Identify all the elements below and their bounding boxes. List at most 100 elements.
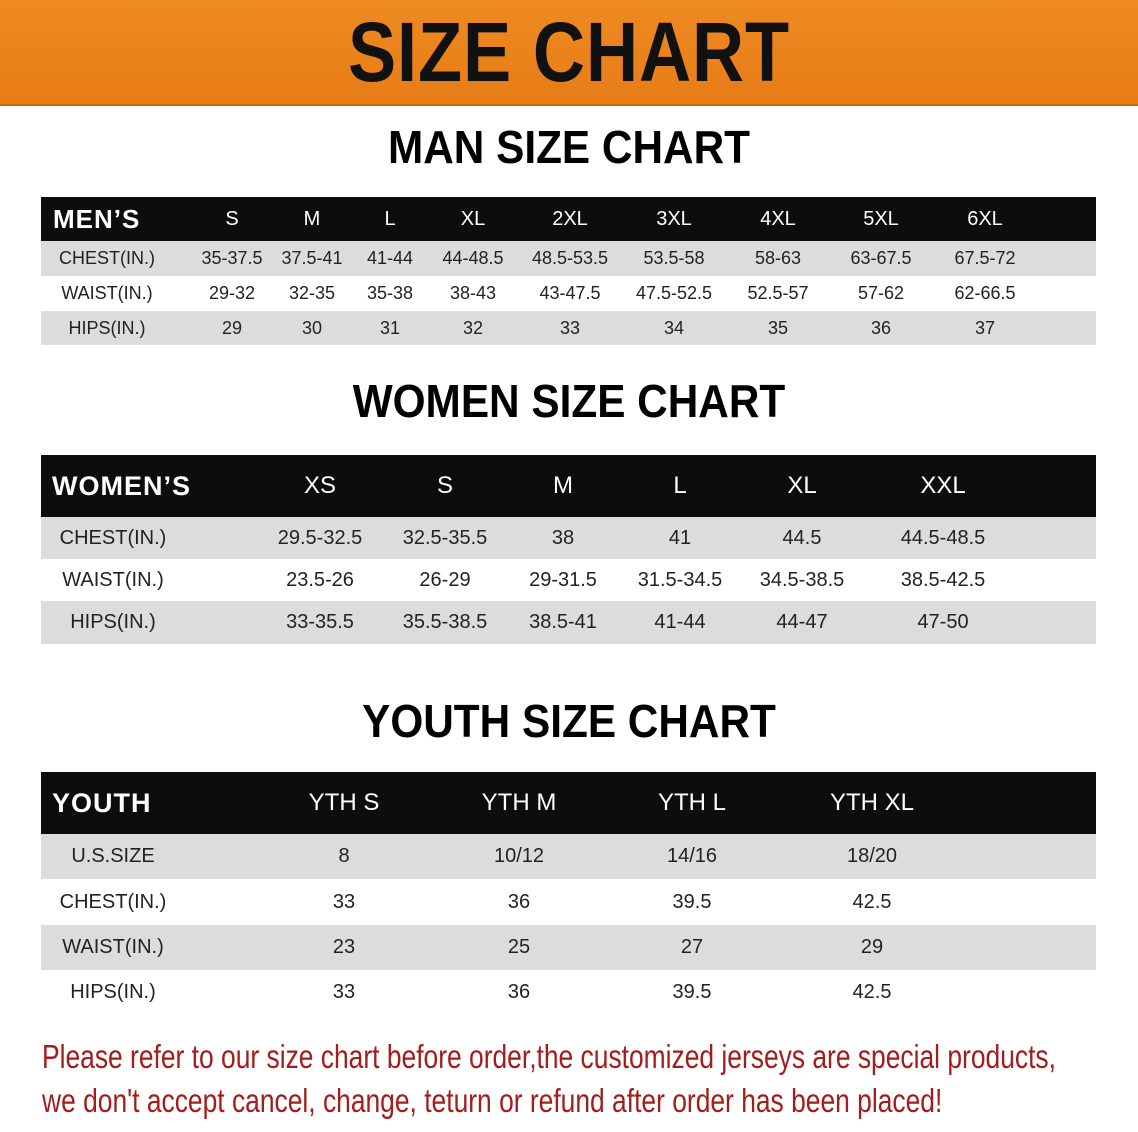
table-row: WAIST(IN.) 29-32 32-35 35-38 38-43 43-47.5 47.… — [41, 276, 1096, 311]
size-header: XL — [787, 472, 817, 499]
measurement-value: 36 — [507, 981, 531, 1003]
measurement-value: 67.5-72 — [954, 248, 1016, 268]
table-row: WAIST(IN.) 23 25 27 29 — [41, 925, 1096, 970]
size-header: XS — [303, 472, 337, 499]
size-header: 3XL — [656, 207, 692, 230]
measurement-value: 39.5 — [672, 981, 712, 1003]
measurement-value: 42.5 — [852, 890, 892, 913]
measurement-label: U.S.SIZE — [71, 845, 155, 867]
measurement-label: WAIST(IN.) — [61, 283, 153, 303]
table-row: HIPS(IN.) 33-35.5 35.5-38.5 38.5-41 41-44 44-… — [41, 601, 1096, 644]
notice-line-1: Please refer to our size chart before or… — [42, 1038, 1056, 1075]
measurement-label: HIPS(IN.) — [70, 611, 156, 633]
table-row: HIPS(IN.) 29 30 31 32 33 34 35 36 37 — [41, 311, 1096, 345]
measurement-label: CHEST(IN.) — [59, 526, 167, 549]
measurement-value: 33-35.5 — [286, 611, 354, 633]
measurement-value: 47-50 — [917, 611, 969, 633]
measurement-value: 57-62 — [857, 283, 905, 303]
size-header: YTH S — [308, 789, 380, 816]
men-section-title: MAN SIZE CHART — [387, 121, 751, 173]
measurement-value: 43-47.5 — [539, 283, 601, 303]
measurement-value: 62-66.5 — [954, 283, 1016, 303]
measurement-value: 44.5 — [782, 526, 822, 549]
measurement-value: 35-38 — [366, 283, 414, 303]
measurement-value: 41 — [668, 526, 692, 549]
measurement-value: 29 — [221, 317, 243, 338]
table-row: HIPS(IN.) 33 36 39.5 42.5 — [41, 970, 1096, 1015]
measurement-value: 25 — [507, 936, 531, 958]
measurement-label: HIPS(IN.) — [68, 317, 146, 338]
size-header: 4XL — [760, 207, 796, 230]
measurement-label: WAIST(IN.) — [62, 936, 164, 958]
measurement-value: 44-47 — [776, 611, 828, 633]
measurement-value: 47.5-52.5 — [635, 283, 713, 303]
size-header: 6XL — [967, 207, 1003, 230]
measurement-label: CHEST(IN.) — [59, 890, 167, 913]
measurement-value: 29 — [860, 936, 884, 958]
measurement-value: 41-44 — [654, 611, 706, 633]
measurement-value: 32 — [462, 317, 484, 338]
youth-header-row: YOUTH YTH S YTH M YTH L YTH XL — [41, 772, 1096, 834]
measurement-value: 10/12 — [493, 845, 545, 867]
measurement-value: 58-63 — [754, 248, 802, 268]
youth-section-title: YOUTH SIZE CHART — [362, 695, 776, 747]
measurement-value: 14/16 — [666, 845, 718, 867]
measurement-value: 32-35 — [288, 283, 336, 303]
youth-table-label: YOUTH — [52, 787, 152, 818]
measurement-value: 34 — [663, 317, 685, 338]
women-section-title: WOMEN SIZE CHART — [352, 375, 786, 427]
measurement-value: 8 — [338, 845, 350, 867]
table-row: CHEST(IN.) 35-37.5 37.5-41 41-44 44-48.5 48.5… — [41, 241, 1096, 276]
measurement-value: 33 — [332, 981, 356, 1003]
measurement-value: 23 — [332, 936, 356, 958]
table-row: WAIST(IN.) 23.5-26 26-29 29-31.5 31.5-34.5 34… — [41, 559, 1096, 601]
women-header-row: WOMEN’S XS S M L XL XXL — [41, 455, 1096, 517]
measurement-value: 29-31.5 — [529, 568, 597, 591]
measurement-value: 30 — [301, 317, 323, 338]
measurement-value: 33 — [559, 317, 581, 338]
size-header: M — [553, 472, 573, 499]
size-header: YTH M — [481, 789, 557, 816]
measurement-value: 39.5 — [672, 890, 712, 913]
measurement-value: 35 — [767, 317, 789, 338]
measurement-value: 18/20 — [846, 845, 898, 867]
table-row: CHEST(IN.) 29.5-32.5 32.5-35.5 38 41 44.5 44.5… — [41, 517, 1096, 559]
measurement-value: 63-67.5 — [850, 248, 912, 268]
measurement-label: WAIST(IN.) — [62, 568, 164, 591]
measurement-value: 38.5-42.5 — [900, 568, 986, 591]
notice-line-2: we don't accept cancel, change, teturn o… — [42, 1082, 943, 1119]
measurement-value: 33 — [332, 890, 356, 913]
measurement-value: 31.5-34.5 — [637, 568, 723, 591]
measurement-value: 48.5-53.5 — [531, 248, 609, 268]
size-header: S — [225, 207, 239, 230]
women-table-label: WOMEN’S — [52, 470, 191, 501]
banner: SIZE CHART — [0, 0, 1138, 106]
measurement-value: 53.5-58 — [643, 248, 705, 268]
measurement-value: 26-29 — [419, 568, 471, 591]
size-header: 2XL — [552, 207, 588, 230]
size-header: L — [384, 207, 396, 230]
banner-title: SIZE CHART — [347, 5, 791, 99]
measurement-value: 41-44 — [366, 248, 414, 268]
measurement-value: 37 — [974, 317, 996, 338]
table-row: U.S.SIZE 8 10/12 14/16 18/20 — [41, 834, 1096, 879]
measurement-label: HIPS(IN.) — [70, 981, 156, 1003]
measurement-value: 44-48.5 — [442, 248, 504, 268]
measurement-value: 38-43 — [449, 283, 497, 303]
measurement-value: 27 — [680, 936, 704, 958]
measurement-value: 36 — [870, 317, 892, 338]
men-header-row: MEN’S S M L XL 2XL 3XL 4XL 5XL 6XL — [41, 197, 1096, 241]
size-header: L — [673, 472, 687, 499]
size-header: XL — [460, 207, 486, 230]
measurement-value: 31 — [379, 317, 401, 338]
measurement-value: 23.5-26 — [286, 568, 354, 591]
size-header: M — [303, 207, 321, 230]
measurement-value: 29.5-32.5 — [277, 526, 363, 549]
measurement-value: 29-32 — [208, 283, 256, 303]
men-table-label: MEN’S — [53, 203, 141, 234]
size-header: S — [436, 472, 454, 499]
measurement-value: 44.5-48.5 — [900, 526, 986, 549]
measurement-value: 35.5-38.5 — [402, 611, 488, 633]
measurement-value: 37.5-41 — [281, 248, 343, 268]
size-header: 5XL — [863, 207, 899, 230]
